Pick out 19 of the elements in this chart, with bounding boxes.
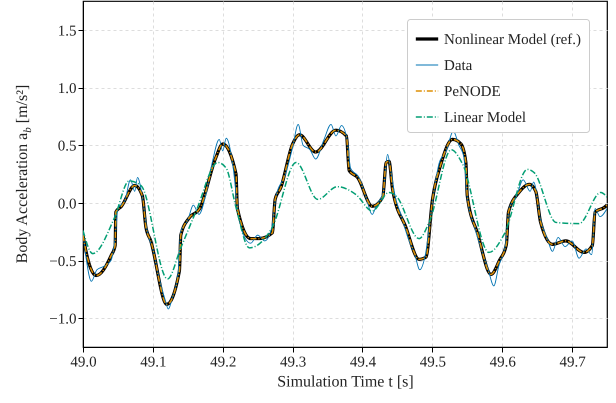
legend-label: Linear Model (444, 110, 526, 126)
y-tick-label: 0.0 (58, 196, 76, 212)
x-tick-label: 49.6 (490, 354, 516, 370)
x-tick-label: 49.3 (280, 354, 306, 370)
y-tick-label: 1.0 (58, 81, 76, 97)
y-tick-label: 1.5 (58, 23, 76, 40)
x-axis-title: Simulation Time t [s] (277, 374, 414, 390)
y-tick-label: −1.0 (49, 312, 76, 328)
legend-label: Nonlinear Model (ref.) (444, 32, 582, 48)
x-tick-label: 49.2 (210, 354, 236, 370)
x-tick-label: 49.4 (350, 354, 377, 370)
x-tick-label: 49.7 (559, 354, 586, 370)
y-tick-label: 0.5 (58, 138, 76, 155)
y-tick-label: −0.5 (49, 254, 76, 270)
x-tick-label: 49.5 (420, 354, 446, 370)
x-tick-label: 49.0 (70, 354, 97, 370)
legend-label: PeNODE (444, 84, 501, 100)
x-tick-label: 49.1 (140, 354, 166, 370)
legend-label: Data (444, 58, 473, 74)
